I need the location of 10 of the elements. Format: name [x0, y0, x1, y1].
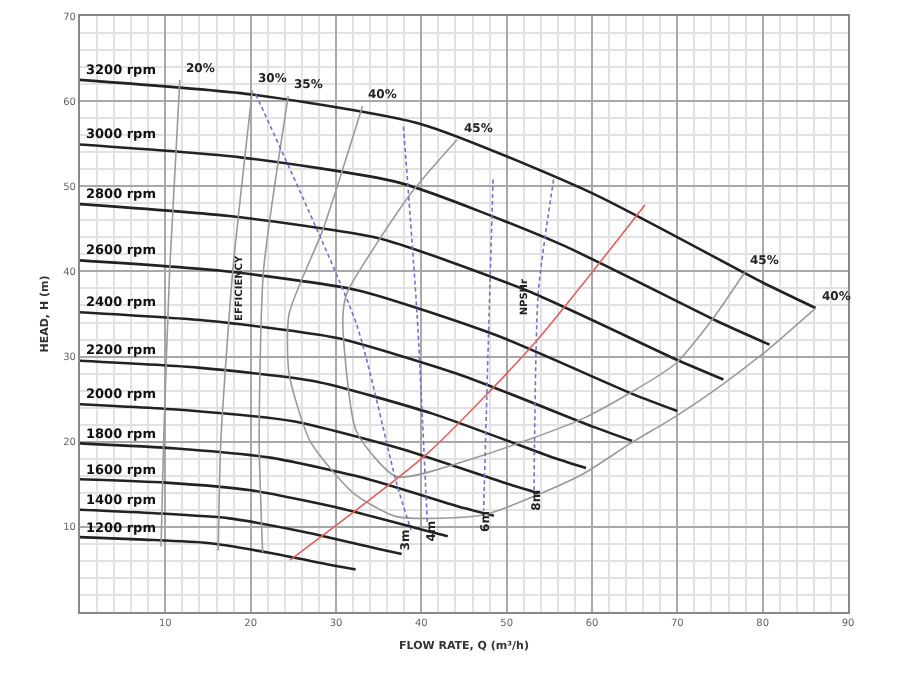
line-series [258, 95, 290, 554]
line-series [80, 535, 357, 571]
line-series [80, 259, 679, 413]
line-series [289, 204, 646, 561]
line-series [80, 508, 403, 556]
line-series [342, 138, 746, 478]
line-series [217, 89, 254, 552]
line-series [254, 93, 412, 532]
line-series [80, 202, 725, 381]
line-series [160, 79, 181, 548]
